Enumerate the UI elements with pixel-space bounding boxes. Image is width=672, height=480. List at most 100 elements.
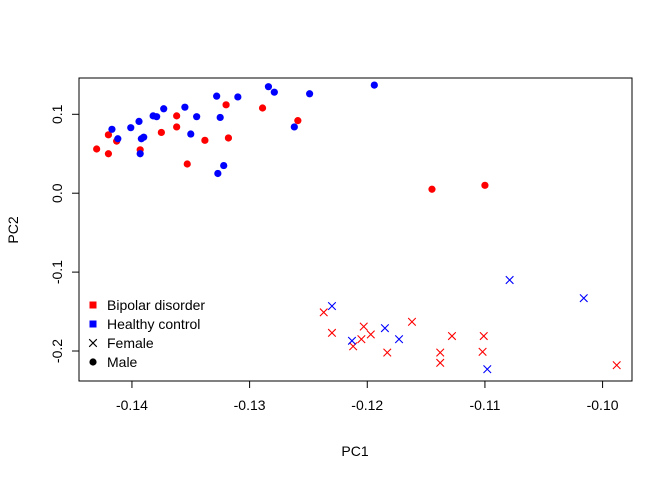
cross-mark (347, 336, 357, 345)
cross-mark (612, 361, 621, 370)
data-point-male (220, 161, 228, 170)
data-point-female (407, 317, 417, 327)
data-point-male (114, 135, 122, 143)
legend-label: Bipolar disorder (107, 297, 205, 313)
x-tick-label: -0.13 (234, 397, 266, 413)
cross-mark (407, 317, 417, 327)
data-point-male (201, 136, 209, 144)
x-tick-label: -0.10 (587, 397, 619, 413)
data-point-female (478, 347, 487, 356)
data-point-female (436, 358, 445, 368)
cross-mark (380, 323, 390, 333)
x-axis-label: PC1 (341, 443, 368, 459)
data-point-male (270, 88, 278, 96)
data-point-male (213, 92, 221, 100)
cross-mark (579, 293, 588, 303)
cross-mark (447, 331, 457, 341)
data-point-female (347, 336, 357, 345)
data-point-male (135, 117, 143, 125)
data-point-female (612, 361, 621, 370)
data-point-male (127, 124, 135, 132)
y-tick-label: -0.2 (49, 339, 65, 363)
y-axis: 0.1 0.0 -0.1 -0.2 (49, 104, 79, 363)
y-axis-label: PC2 (5, 216, 21, 243)
data-point-female (479, 331, 488, 341)
cross-mark (383, 348, 392, 357)
x-tick-label: -0.11 (469, 397, 500, 413)
data-point-female (383, 348, 392, 357)
data-point-male (140, 133, 148, 141)
cross-mark (478, 347, 487, 356)
cross-mark (327, 328, 337, 338)
y-tick-label: 0.1 (49, 104, 65, 124)
data-point-female (327, 328, 337, 338)
data-point-female (394, 334, 404, 344)
data-point-male (294, 117, 302, 125)
data-points (93, 81, 621, 374)
data-point-male (173, 123, 181, 131)
y-tick-label: -0.1 (49, 260, 65, 284)
x-axis: -0.14 -0.13 -0.12 -0.11 -0.10 (116, 381, 619, 413)
data-point-male (160, 105, 168, 113)
legend: Bipolar disorder Healthy control Female Mal… (88, 297, 205, 370)
cross-mark (505, 275, 514, 285)
x-tick-label: -0.12 (351, 397, 383, 413)
data-point-male (187, 130, 195, 138)
data-point-female (348, 342, 358, 351)
cross-mark (359, 322, 368, 331)
legend-swatch (89, 320, 97, 328)
cross-mark (319, 308, 328, 317)
legend-label: Male (107, 354, 138, 370)
plot-frame (78, 77, 633, 382)
data-point-female (380, 323, 390, 333)
data-point-female (359, 322, 368, 331)
data-point-female (483, 364, 492, 374)
data-point-female (319, 308, 328, 317)
x-tick-label: -0.14 (116, 397, 148, 413)
data-point-male (216, 113, 224, 122)
data-point-male (224, 134, 233, 142)
data-point-male (264, 83, 273, 91)
cross-mark (479, 331, 488, 341)
cross-mark (483, 364, 492, 374)
y-tick-label: 0.0 (49, 183, 65, 203)
data-point-male (234, 93, 242, 101)
data-point-male (214, 169, 222, 178)
data-point-male (306, 90, 314, 98)
cross-mark (394, 334, 404, 344)
data-point-female (505, 275, 514, 285)
legend-label: Healthy control (107, 316, 200, 332)
data-point-male (104, 150, 113, 158)
data-point-male (481, 181, 489, 189)
cross-mark (357, 334, 366, 344)
legend-dot-icon (89, 358, 97, 366)
data-point-male (93, 145, 101, 153)
cross-mark (436, 348, 445, 357)
data-point-male (181, 103, 189, 111)
data-point-female (327, 301, 337, 311)
data-point-female (366, 330, 375, 339)
cross-mark (436, 358, 445, 368)
data-point-male (183, 160, 191, 168)
data-point-male (104, 131, 113, 139)
data-point-male (258, 104, 267, 112)
cross-mark (327, 301, 337, 311)
legend-swatch (89, 301, 97, 309)
data-point-male (222, 101, 230, 109)
cross-mark (348, 342, 358, 351)
legend-cross-icon (88, 338, 98, 348)
data-point-male (173, 112, 181, 120)
data-point-female (357, 334, 366, 344)
legend-label: Female (107, 335, 154, 351)
data-point-female (447, 331, 457, 341)
data-point-female (436, 348, 445, 357)
cross-mark (366, 330, 375, 339)
data-point-male (370, 81, 378, 89)
data-point-male (193, 113, 201, 121)
data-point-female (579, 293, 588, 303)
data-point-male (428, 185, 436, 193)
data-point-male (136, 150, 144, 158)
data-point-male (108, 125, 116, 133)
data-point-male (153, 113, 161, 121)
